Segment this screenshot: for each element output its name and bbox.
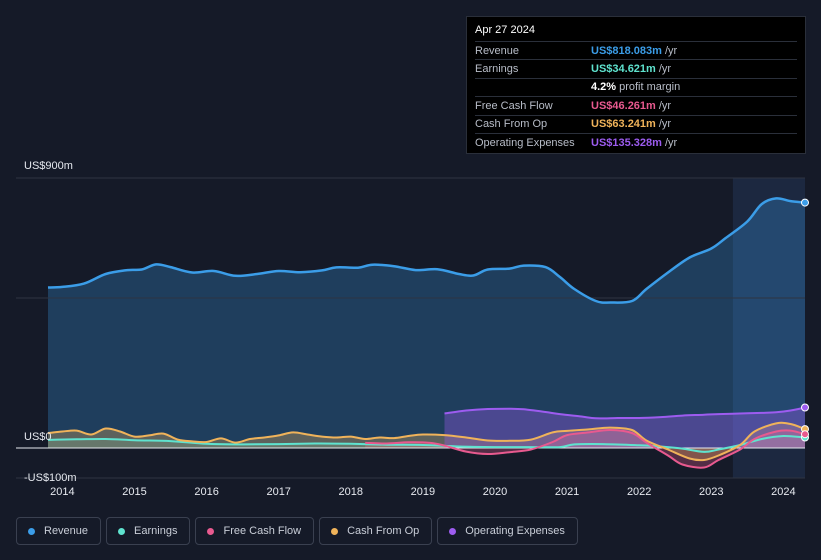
legend-label: Operating Expenses bbox=[465, 525, 565, 537]
tooltip-row-value: US$46.261m bbox=[591, 99, 656, 112]
series-line-earnings bbox=[47, 434, 806, 453]
data-tooltip: Apr 27 2024 Revenue US$818.083m/yr Earning… bbox=[466, 16, 806, 154]
legend-label: Free Cash Flow bbox=[223, 525, 302, 537]
x-tick-label: 2016 bbox=[194, 486, 218, 498]
area-cash-from-op bbox=[48, 422, 805, 461]
x-tick-label: 2024 bbox=[771, 486, 795, 498]
series-line-operating-expenses bbox=[444, 406, 806, 420]
x-tick-label: 2015 bbox=[122, 486, 146, 498]
area-revenue bbox=[48, 198, 805, 448]
tooltip-row-label: Cash From Op bbox=[475, 118, 548, 131]
legend-dot-icon bbox=[28, 527, 35, 535]
x-tick-label: 2020 bbox=[483, 486, 507, 498]
end-point-operating-expenses bbox=[801, 403, 809, 412]
tooltip-row-value: US$34.621m bbox=[591, 63, 656, 76]
legend-dot-icon bbox=[118, 527, 126, 535]
chart-legend: Revenue Earnings Free Cash Flow Cash From O… bbox=[16, 517, 578, 545]
tooltip-row-value: US$63.241m bbox=[591, 118, 656, 131]
line-layer bbox=[47, 197, 809, 469]
tooltip-row-unit: profit margin bbox=[619, 81, 681, 94]
tooltip-row-label: Free Cash Flow bbox=[475, 99, 553, 112]
tooltip-row: 4.2% profit margin bbox=[475, 77, 797, 96]
tooltip-row-label: Revenue bbox=[475, 44, 520, 57]
legend-label: Earnings bbox=[134, 525, 178, 537]
tooltip-row: Revenue US$818.083m/yr bbox=[475, 41, 797, 59]
tooltip-row-label: Operating Expenses bbox=[475, 136, 575, 149]
tooltip-row-value: US$135.328m bbox=[591, 136, 662, 149]
x-tick-label: 2022 bbox=[627, 486, 651, 498]
area-free-cash-flow bbox=[365, 429, 805, 468]
legend-label: Cash From Op bbox=[347, 525, 420, 537]
tooltip-row: Free Cash Flow US$46.261m/yr bbox=[475, 96, 797, 114]
tooltip-row-unit: /yr bbox=[664, 136, 678, 149]
tooltip-row: Earnings US$34.621m/yr bbox=[475, 59, 797, 77]
highlight-region bbox=[732, 178, 805, 478]
end-point-revenue bbox=[801, 198, 809, 207]
x-tick-label: 2014 bbox=[50, 486, 74, 498]
tooltip-row-value: 4.2% bbox=[591, 81, 617, 94]
tooltip-row-unit: /yr bbox=[664, 44, 678, 57]
tooltip-row-label: Earnings bbox=[475, 63, 519, 76]
series-line-free-cash-flow bbox=[365, 428, 806, 469]
x-tick-label: 2023 bbox=[699, 486, 723, 498]
x-tick-label: 2017 bbox=[266, 486, 290, 498]
tooltip-row-unit: /yr bbox=[658, 63, 672, 76]
series-line-revenue bbox=[47, 197, 806, 304]
label-layer: US$900m US$0 -US$100m 2014 2015 2016 2017 2018 2… bbox=[24, 160, 796, 498]
legend-dot-icon bbox=[207, 527, 215, 535]
series-line-cash-from-op bbox=[47, 421, 806, 462]
y-tick-label: -US$100m bbox=[24, 472, 77, 484]
tooltip-row-unit: /yr bbox=[658, 118, 672, 131]
tooltip-row-unit: /yr bbox=[658, 99, 672, 112]
tooltip-date: Apr 27 2024 bbox=[475, 24, 535, 36]
legend-item-revenue[interactable]: Revenue bbox=[16, 517, 102, 545]
end-point-free-cash-flow bbox=[801, 430, 809, 439]
legend-item-cash-from-op[interactable]: Cash From Op bbox=[319, 517, 433, 545]
legend-item-earnings[interactable]: Earnings bbox=[106, 517, 191, 545]
legend-dot-icon bbox=[449, 527, 457, 535]
tooltip-row-value: US$818.083m bbox=[591, 44, 662, 57]
x-tick-label: 2019 bbox=[411, 486, 435, 498]
tooltip-rows: Revenue US$818.083m/yr Earnings US$34.621m /… bbox=[475, 41, 797, 151]
x-tick-label: 2018 bbox=[339, 486, 363, 498]
legend-label: Revenue bbox=[44, 525, 89, 537]
legend-item-free-cash-flow[interactable]: Free Cash Flow bbox=[195, 517, 315, 545]
legend-dot-icon bbox=[331, 527, 339, 535]
tooltip-row: Operating Expenses US$135.328m/yr bbox=[475, 132, 797, 151]
tooltip-row: Cash From Op US$63.241m/yr bbox=[475, 114, 797, 133]
y-tick-label: US$0 bbox=[24, 431, 52, 443]
y-tick-label: US$900m bbox=[24, 160, 73, 172]
legend-item-operating-expenses[interactable]: Operating Expenses bbox=[437, 517, 578, 545]
x-tick-label: 2021 bbox=[555, 486, 579, 498]
